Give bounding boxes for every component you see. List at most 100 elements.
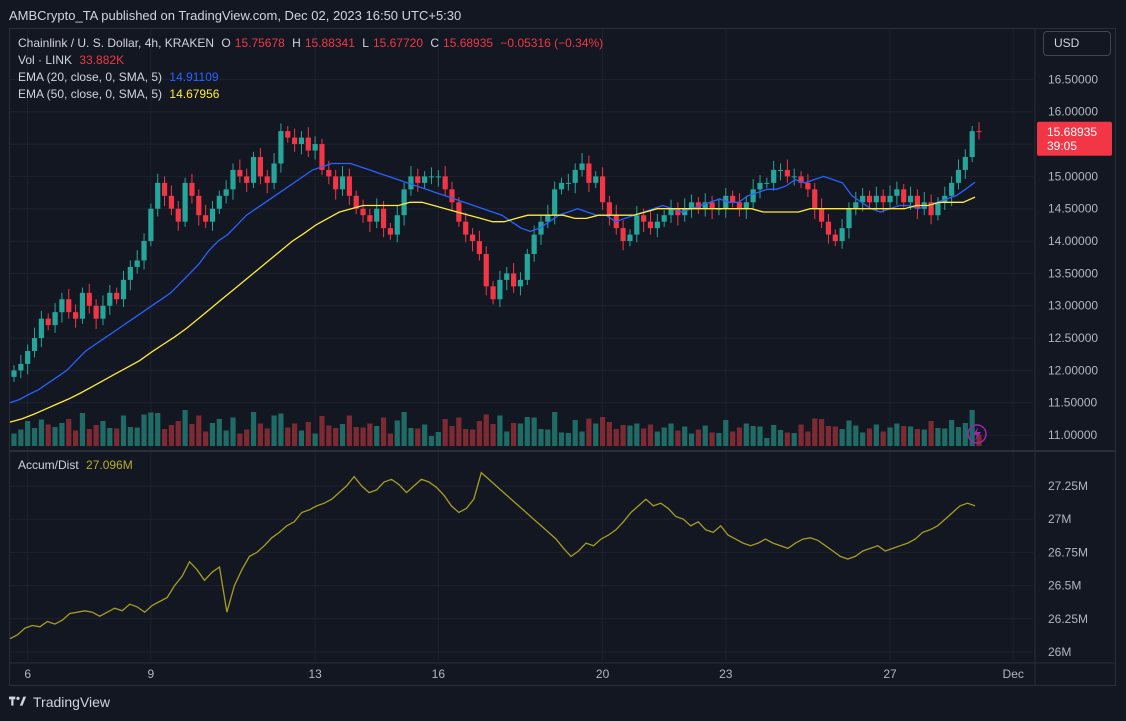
ema20-legend[interactable]: EMA (20, close, 0, SMA, 5) 14.91109 xyxy=(18,70,223,84)
candle-body xyxy=(292,137,298,145)
volume-bar xyxy=(114,428,120,446)
accum-axis-label: 26.25M xyxy=(1048,612,1088,626)
candle-body xyxy=(25,351,31,364)
volume-bar xyxy=(292,423,298,446)
candle-body xyxy=(483,254,489,287)
volume-bar xyxy=(894,423,900,446)
volume-legend[interactable]: Vol · LINK 33.882K xyxy=(18,53,128,67)
candle-body xyxy=(463,221,469,235)
candle-body xyxy=(216,195,222,209)
volume-bar xyxy=(743,423,749,446)
volume-bar xyxy=(593,423,599,446)
tradingview-branding[interactable]: TradingView xyxy=(9,694,110,710)
candle-body xyxy=(415,176,421,183)
candle-body xyxy=(237,169,243,177)
candle-body xyxy=(976,131,982,133)
candle-body xyxy=(832,234,838,242)
volume-bar xyxy=(812,418,818,446)
accum-axis-label: 26.75M xyxy=(1048,545,1088,559)
candle-body xyxy=(620,228,626,242)
volume-bar xyxy=(305,422,311,446)
volume-bar xyxy=(832,426,838,446)
volume-bar xyxy=(285,427,291,446)
volume-bar xyxy=(695,429,701,446)
candle-body xyxy=(969,131,975,157)
time-axis-label: 23 xyxy=(719,667,733,681)
volume-bar xyxy=(31,428,38,446)
volume-bar xyxy=(298,430,305,446)
candle-body xyxy=(11,370,17,377)
volume-bar xyxy=(367,423,373,446)
volume-bar xyxy=(216,419,222,446)
volume-bar xyxy=(647,424,654,446)
volume-bar xyxy=(771,425,777,446)
candle-body xyxy=(244,176,250,183)
candle-body xyxy=(887,195,893,203)
candle-body xyxy=(791,176,797,178)
volume-bar xyxy=(825,426,832,446)
candle-body xyxy=(66,299,72,313)
candle-body xyxy=(730,195,736,203)
candle-body xyxy=(18,363,24,371)
volume-bar xyxy=(18,429,24,446)
volume-bar xyxy=(422,424,428,446)
candle-body xyxy=(647,221,654,229)
candle-body xyxy=(723,195,729,209)
price-axis-label: 14.00000 xyxy=(1048,234,1098,248)
candle-body xyxy=(312,144,318,151)
candle-body xyxy=(367,215,373,222)
time-axis-label: Dec xyxy=(1003,667,1024,681)
currency-button[interactable]: USD xyxy=(1043,31,1111,56)
candle-body xyxy=(189,182,195,196)
volume-bar xyxy=(866,428,873,446)
candle-body xyxy=(469,234,476,242)
candle-body xyxy=(606,202,613,216)
ema20-value: 14.91109 xyxy=(169,70,219,84)
accum-axis-label: 27M xyxy=(1048,512,1071,526)
volume-bar xyxy=(688,433,695,446)
volume-bar xyxy=(66,419,72,446)
candle-body xyxy=(155,182,161,209)
low-value: 15.67720 xyxy=(372,36,423,50)
accum-label: Accum/Dist xyxy=(18,458,79,472)
candle-body xyxy=(209,208,216,222)
volume-bar xyxy=(839,429,845,446)
candle-body xyxy=(907,195,914,203)
volume-bar xyxy=(189,424,195,446)
candle-body xyxy=(558,182,565,190)
volume-bar xyxy=(668,423,674,446)
candle-body xyxy=(914,195,921,209)
candle-body xyxy=(709,202,715,209)
symbol-title[interactable]: Chainlink / U. S. Dollar, 4h, KRAKEN xyxy=(18,36,215,50)
candle-body xyxy=(264,176,270,183)
volume-bar xyxy=(531,417,537,446)
volume-bar xyxy=(764,438,770,446)
volume-bar xyxy=(394,420,400,446)
ema50-legend[interactable]: EMA (50, close, 0, SMA, 5) 14.67956 xyxy=(18,87,223,101)
open-label: O xyxy=(221,36,231,50)
high-value: 15.88341 xyxy=(304,36,355,50)
candle-body xyxy=(422,176,428,183)
chart-frame[interactable] xyxy=(9,28,1116,686)
candle-body xyxy=(476,241,482,254)
accum-axis-label: 26.5M xyxy=(1048,579,1081,593)
candle-body xyxy=(873,195,879,203)
volume-bar xyxy=(86,429,92,446)
candle-body xyxy=(250,157,257,183)
candle-body xyxy=(935,202,941,216)
candle-body xyxy=(79,292,86,319)
candle-body xyxy=(161,182,168,196)
volume-bar xyxy=(627,425,633,446)
volume-bar xyxy=(415,428,421,446)
candle-body xyxy=(305,137,311,151)
volume-bar xyxy=(168,425,175,446)
candle-body xyxy=(435,176,441,178)
volume-bar xyxy=(976,434,982,446)
volume-bar xyxy=(401,412,407,446)
candle-body xyxy=(586,163,592,183)
candle-body xyxy=(545,215,551,222)
candle-body xyxy=(72,312,79,319)
accum-legend[interactable]: Accum/Dist 27.096M xyxy=(18,458,137,472)
volume-bar xyxy=(203,431,209,446)
